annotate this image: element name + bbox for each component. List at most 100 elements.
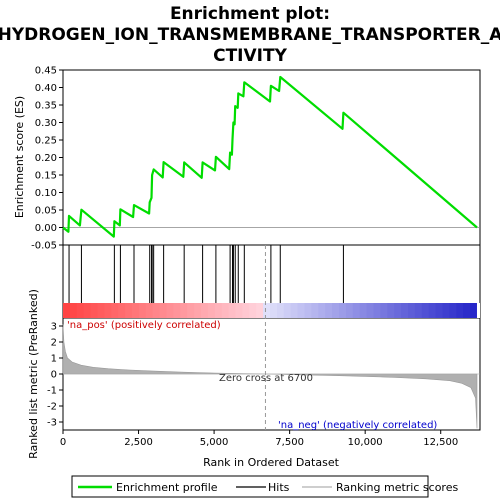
es-tick-label: 0.40 [35,83,57,94]
colorbar-segment [111,303,119,318]
colorbar-segment [131,303,140,318]
colorbar-segment [414,303,423,318]
es-tick-label: 0.20 [35,153,57,164]
chart-title-line2: HYDROGEN_ION_TRANSMEMBRANE_TRANSPORTER_A [0,25,500,45]
colorbar-segment [242,303,250,318]
colorbar-segment [373,303,381,318]
x-tick-label: 2,500 [124,437,153,448]
x-tick-label: 10,000 [348,437,383,448]
colorbar-segment [394,303,402,318]
colorbar-segment [428,303,437,318]
colorbar-segment [338,303,347,318]
annotation-zero-cross: Zero cross at 6700 [219,373,313,384]
annotation-na-neg: 'na_neg' (negatively correlated) [278,420,437,431]
colorbar-segment [311,303,319,318]
colorbar-segment [159,303,168,318]
colorbar-segment [470,303,478,318]
colorbar-segment [69,303,78,318]
colorbar-segment [463,303,471,318]
metric-axis-label: Ranked list metric (PreRanked) [27,289,40,459]
colorbar-segment [90,303,99,318]
colorbar-segment [401,303,409,318]
colorbar-segment [200,303,209,318]
colorbar-segment [304,303,312,318]
colorbar-segment [187,303,195,318]
colorbar-segment [173,303,181,318]
x-tick-label: 5,000 [200,437,229,448]
colorbar-segment [345,303,354,318]
metric-tick-label: -2 [47,402,57,413]
colorbar-segment [387,303,395,318]
colorbar-segment [235,303,243,318]
es-tick-label: 0.10 [35,188,57,199]
es-tick-label: -0.05 [31,241,57,252]
colorbar-segment [269,303,278,318]
colorbar-segment [145,303,154,318]
colorbar-segment [166,303,174,318]
colorbar-segment [97,303,105,318]
colorbar-segment [76,303,85,318]
colorbar-segment [256,303,264,318]
colorbar-segment [228,303,237,318]
metric-tick-label: 2 [51,338,57,349]
legend-label-hits: Hits [268,481,290,494]
colorbar-segment [214,303,223,318]
colorbar-segment [332,303,340,318]
colorbar-end [476,303,480,318]
x-tick-label: 12,500 [423,437,458,448]
colorbar-segment [449,303,457,318]
colorbar-segment [407,303,416,318]
metric-tick-label: 1 [51,354,57,365]
x-tick-label: 7,500 [275,437,304,448]
colorbar-segment [359,303,368,318]
colorbar-segment [194,303,202,318]
colorbar-segment [421,303,430,318]
colorbar-segment [180,303,188,318]
colorbar-segment [152,303,161,318]
colorbar-segment [456,303,464,318]
colorbar-segment [63,303,71,318]
colorbar-segment [221,303,230,318]
colorbar-segment [207,303,216,318]
legend-label-profile: Enrichment profile [116,481,218,494]
es-panel-frame [62,69,481,246]
es-tick-label: 0.05 [35,206,57,217]
colorbar-segment [325,303,333,318]
es-tick-label: 0.35 [35,101,57,112]
colorbar-segment [297,303,306,318]
colorbar-segment [83,303,92,318]
es-axis-label: Enrichment score (ES) [13,96,26,218]
colorbar-segment [366,303,375,318]
es-tick-label: 0.00 [35,223,57,234]
colorbar-segment [318,303,326,318]
colorbar-segment [118,303,126,318]
x-axis-label: Rank in Ordered Dataset [203,456,340,469]
colorbar-segment [138,303,147,318]
enrichment-profile-line [62,75,478,238]
chart-title-line3: CTIVITY [213,46,287,66]
metric-tick-label: 3 [51,322,57,333]
metric-tick-label: -1 [47,386,57,397]
x-tick-label: 0 [60,437,66,448]
colorbar-segment [435,303,444,318]
colorbar-segment [283,303,292,318]
colorbar-segment [249,303,257,318]
colorbar-segment [380,303,388,318]
es-tick-label: 0.15 [35,171,57,182]
colorbar-segment [442,303,450,318]
es-tick-label: 0.25 [35,136,57,147]
colorbar-segment [104,303,112,318]
legend-label-metric: Ranking metric scores [336,481,458,494]
colorbar-segment [352,303,361,318]
es-tick-label: 0.45 [35,66,57,77]
es-tick-label: 0.30 [35,118,57,129]
metric-tick-label: 0 [51,370,57,381]
annotation-na-pos: 'na_pos' (positively correlated) [67,320,221,331]
chart-title-line1: Enrichment plot: [170,4,330,24]
colorbar-segment [276,303,285,318]
colorbar-segment [263,303,271,318]
colorbar-segment [290,303,299,318]
colorbar-segment [125,303,133,318]
